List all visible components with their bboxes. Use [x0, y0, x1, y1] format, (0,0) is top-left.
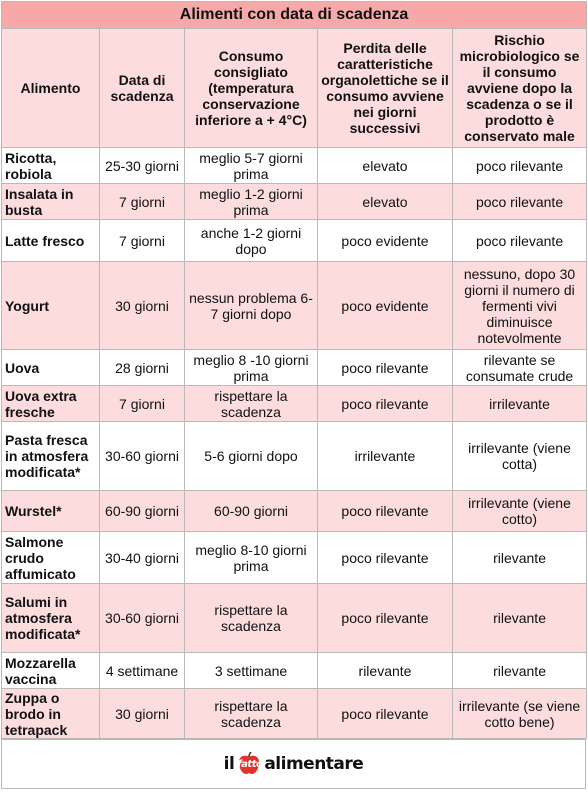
cell-rischio: irrilevante (viene cotto)	[451, 490, 588, 532]
cell-consumo: 5-6 giorni dopo	[184, 421, 318, 491]
brand-logo: il fatto alimentare	[224, 752, 364, 776]
cell-rischio: irrilevante	[451, 385, 588, 422]
table-row: Mozzarella vaccina 4 settimane 3 settimane…	[1, 652, 588, 689]
table-row: Pasta fresca in atmosfera modificata* 30-…	[1, 421, 588, 491]
cell-consumo: nessun problema 6-7 giorni dopo	[184, 261, 318, 350]
cell-alimento: Salumi in atmosfera modificata*	[1, 583, 100, 653]
table-row: Uova 28 giorni meglio 8 -10 giorni prima po…	[1, 349, 588, 386]
cell-rischio: irrilevante (se viene cotto bene)	[451, 688, 588, 739]
header-data-scadenza: Data di scadenza	[99, 28, 185, 148]
cell-perdita: rilevante	[317, 652, 453, 689]
cell-data-scadenza: 30-60 giorni	[99, 421, 185, 491]
cell-consumo: anche 1-2 giorni dopo	[184, 219, 318, 262]
table-row: Yogurt 30 giorni nessun problema 6-7 giorn…	[1, 261, 588, 350]
cell-rischio: poco rilevante	[451, 219, 588, 262]
logo-table: il fatto alimentare	[1, 739, 586, 789]
logo-suffix: alimentare	[264, 754, 364, 774]
cell-perdita: poco evidente	[317, 261, 453, 350]
cell-data-scadenza: 7 giorni	[99, 219, 185, 262]
cell-rischio: rilevante	[451, 583, 588, 653]
header-alimento: Alimento	[1, 28, 100, 148]
cell-alimento: Latte fresco	[1, 219, 100, 262]
table-row: Wurstel* 60-90 giorni 60-90 giorni poco ril…	[1, 490, 588, 532]
cell-alimento: Yogurt	[1, 261, 100, 350]
cell-perdita: elevato	[317, 147, 453, 184]
cell-alimento: Salmone crudo affumicato	[1, 531, 100, 584]
header-perdita-caratteristiche: Perdita delle caratteristiche organolett…	[317, 28, 453, 148]
cell-data-scadenza: 25-30 giorni	[99, 147, 185, 184]
cell-data-scadenza: 28 giorni	[99, 349, 185, 386]
header-row: Alimento Data di scadenza Consumo consig…	[1, 28, 588, 148]
cell-data-scadenza: 30-60 giorni	[99, 583, 185, 653]
cell-consumo: 60-90 giorni	[184, 490, 318, 532]
table-row: Salmone crudo affumicato 30-40 giorni megl…	[1, 531, 588, 584]
cell-alimento: Zuppa o brodo in tetrapack	[1, 688, 100, 739]
cell-consumo: meglio 8 -10 giorni prima	[184, 349, 318, 386]
cell-consumo: rispettare la scadenza	[184, 385, 318, 422]
cell-consumo: meglio 5-7 giorni prima	[184, 147, 318, 184]
cell-alimento: Uova extra fresche	[1, 385, 100, 422]
header-consumo-consigliato: Consumo consigliato (temperatura conserv…	[184, 28, 318, 148]
cell-rischio: nessuno, dopo 30 giorni il numero di fer…	[451, 261, 588, 350]
cell-consumo: 3 settimane	[184, 652, 318, 689]
cell-rischio: rilevante	[451, 531, 588, 584]
expiry-table: Alimenti con data di scadenza Alimento D…	[0, 1, 588, 739]
cell-rischio: poco rilevante	[451, 183, 588, 220]
table-row: Zuppa o brodo in tetrapack 30 giorni rispe…	[1, 688, 588, 739]
cell-alimento: Wurstel*	[1, 490, 100, 532]
logo-prefix: il	[223, 754, 235, 774]
cell-rischio: poco rilevante	[451, 147, 588, 184]
cell-data-scadenza: 7 giorni	[99, 385, 185, 422]
cell-alimento: Uova	[1, 349, 100, 386]
cell-consumo: meglio 8-10 giorni prima	[184, 531, 318, 584]
cell-rischio: rilevante se consumate crude	[451, 349, 588, 386]
cell-rischio: rilevante	[451, 652, 588, 689]
cell-perdita: poco rilevante	[317, 385, 453, 422]
cell-consumo: rispettare la scadenza	[184, 688, 318, 739]
cell-alimento: Mozzarella vaccina	[1, 652, 100, 689]
table-row: Latte fresco 7 giorni anche 1-2 giorni dop…	[1, 219, 588, 262]
table-row: Insalata in busta 7 giorni meglio 1-2 gior…	[1, 183, 588, 220]
cell-perdita: poco rilevante	[317, 688, 453, 739]
cell-data-scadenza: 7 giorni	[99, 183, 185, 220]
table-row: Salumi in atmosfera modificata* 30-60 gio…	[1, 583, 588, 653]
table-title: Alimenti con data di scadenza	[0, 1, 588, 29]
cell-consumo: rispettare la scadenza	[184, 583, 318, 653]
cell-alimento: Ricotta, robiola	[1, 147, 100, 184]
header-rischio-microbiologico: Rischio microbiologico se il consumo avv…	[451, 28, 588, 148]
cell-data-scadenza: 4 settimane	[99, 652, 185, 689]
cell-alimento: Insalata in busta	[1, 183, 100, 220]
cell-rischio: irrilevante (viene cotta)	[451, 421, 588, 491]
cell-perdita: poco rilevante	[317, 531, 453, 584]
cell-consumo: meglio 1-2 giorni prima	[184, 183, 318, 220]
cell-perdita: poco rilevante	[317, 583, 453, 653]
cell-data-scadenza: 30 giorni	[99, 688, 185, 739]
cell-alimento: Pasta fresca in atmosfera modificata*	[1, 421, 100, 491]
cell-perdita: elevato	[317, 183, 453, 220]
cell-perdita: poco evidente	[317, 219, 453, 262]
cell-data-scadenza: 30 giorni	[99, 261, 185, 350]
cell-data-scadenza: 30-40 giorni	[99, 531, 185, 584]
apple-icon: fatto	[237, 752, 263, 776]
cell-data-scadenza: 60-90 giorni	[99, 490, 185, 532]
logo-apple-word: fatto	[237, 759, 263, 770]
cell-perdita: poco rilevante	[317, 490, 453, 532]
cell-perdita: irrilevante	[317, 421, 453, 491]
table-row: Ricotta, robiola 25-30 giorni meglio 5-7 g…	[1, 147, 588, 184]
logo-cell: il fatto alimentare	[1, 739, 586, 789]
table-row: Uova extra fresche 7 giorni rispettare la …	[1, 385, 588, 422]
cell-perdita: poco rilevante	[317, 349, 453, 386]
